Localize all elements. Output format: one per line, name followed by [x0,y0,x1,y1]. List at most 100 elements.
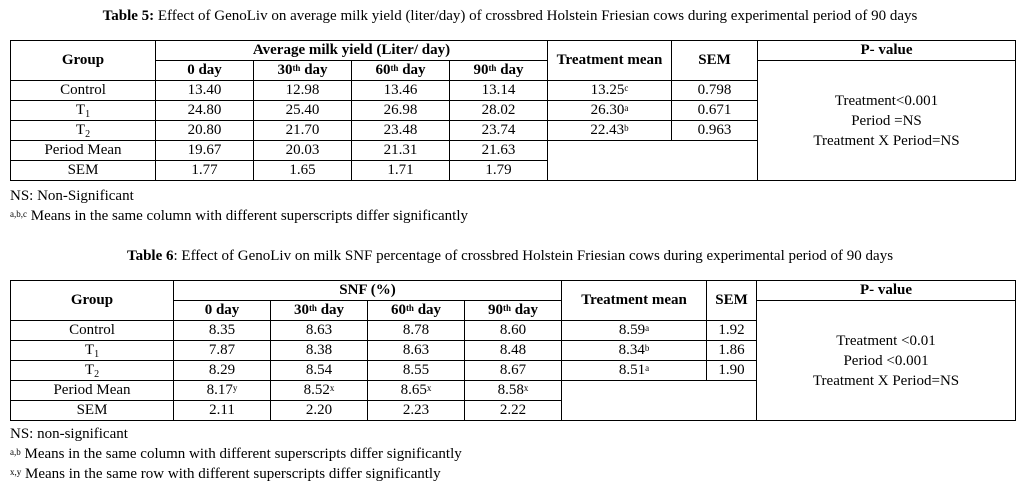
sem-row-cell: 1.71 [351,160,450,181]
table5-period-header: 60th day [351,60,450,81]
value-cell: 13.40 [155,80,254,101]
group-cell: T1 [10,340,174,361]
table6-pvalue-period: Period <0.001 [843,352,929,369]
table5-caption-text: Effect of GenoLiv on average milk yield … [154,8,918,24]
table5-pvalue-period: Period =NS [851,112,922,129]
table5-span-header: Average milk yield (Liter/ day) [155,40,548,61]
value-cell: 8.35 [173,320,271,341]
table5-note-column: a,b,c Means in the same column with diff… [10,208,469,224]
sem-cell: 0.963 [671,120,758,141]
value-cell: 12.98 [253,80,352,101]
group-cell: Control [10,320,174,341]
value-cell: 20.80 [155,120,254,141]
table6-period-header: 60th day [367,300,465,321]
table5-pvalue-header: P- value [757,40,1016,61]
group-cell: Control [10,80,156,101]
sem-row-cell: 2.20 [270,400,368,421]
sem-row-cell: 2.11 [173,400,271,421]
table5-pvalue-treatment: Treatment<0.001 [834,92,939,109]
table6-pvalue-cell: Treatment <0.01 Period <0.001 Treatment … [756,300,1017,421]
table5-sem-header: SEM [671,40,758,81]
period-mean-cell: 8.58x [463,380,563,401]
table6-period-header: 90th day [463,300,563,321]
table5-pvalue-interaction: Treatment X Period=NS [813,132,960,149]
table6-pvalue-interaction: Treatment X Period=NS [812,372,960,389]
table5-period-header: 90th day [449,60,548,81]
sem-row-cell: 2.22 [463,400,563,421]
table6-pvalue-treatment: Treatment <0.01 [836,332,936,349]
empty-cell [561,380,758,421]
sem-row-label: SEM [10,400,174,421]
table6-span-header: SNF (%) [172,280,563,301]
table6-caption-text: : Effect of GenoLiv on milk SNF percenta… [173,248,894,264]
value-cell: 8.48 [463,340,563,361]
period-mean-label: Period Mean [10,380,174,401]
treatment-mean-cell: 22.43b [547,120,672,141]
treatment-mean-cell: 8.59a [561,320,708,341]
value-cell: 13.46 [351,80,450,101]
value-cell: 28.02 [449,100,548,121]
sem-cell: 1.90 [706,360,758,381]
sem-cell: 0.798 [671,80,758,101]
table-row: SEM 2.11 2.20 2.23 2.22 [10,400,1016,421]
value-cell: 24.80 [155,100,254,121]
value-cell: 21.70 [253,120,352,141]
value-cell: 25.40 [253,100,352,121]
empty-cell [547,140,758,181]
value-cell: 26.98 [351,100,450,121]
table-row: Control 8.35 8.63 8.78 8.60 8.59a 1.92 [10,320,1016,341]
value-cell: 8.63 [270,320,368,341]
table6-caption-label: Table 6 [126,248,174,264]
table5-treatment-mean-header: Treatment mean [547,40,672,81]
table6-caption: Table 6: Effect of GenoLiv on milk SNF p… [0,248,1020,265]
treatment-mean-cell: 8.51a [561,360,708,381]
table-row: SEM 1.77 1.65 1.71 1.79 [10,160,1016,181]
group-cell: T1 [10,100,156,121]
group-cell: T2 [10,360,174,381]
table6-sem-header: SEM [706,280,758,321]
value-cell: 8.38 [270,340,368,361]
treatment-mean-cell: 8.34b [561,340,708,361]
sem-cell: 1.92 [706,320,758,341]
table5-pvalue-cell: Treatment<0.001 Period =NS Treatment X P… [757,60,1016,181]
value-cell: 8.55 [367,360,465,381]
sem-row-label: SEM [10,160,156,181]
value-cell: 8.78 [367,320,465,341]
table-row: T2 8.29 8.54 8.55 8.67 8.51a 1.90 [10,360,1016,381]
table5-caption: Table 5: Effect of GenoLiv on average mi… [0,8,1020,25]
value-cell: 23.48 [351,120,450,141]
sem-row-cell: 1.77 [155,160,254,181]
value-cell: 8.60 [463,320,563,341]
table6-period-header: 30th day [270,300,368,321]
table6-note-column: a,b Means in the same column with differ… [10,446,462,462]
table5-note-ns: NS: Non-Significant [10,188,134,204]
table5-caption-label: Table 5: [102,8,155,24]
table-row: Control 13.40 12.98 13.46 13.14 13.25c 0… [10,80,1016,101]
table6-note-ns: NS: non-significant [10,426,128,442]
value-cell: 8.29 [173,360,271,381]
treatment-mean-cell: 13.25c [547,80,672,101]
table6-treatment-mean-header: Treatment mean [561,280,708,321]
table5-period-header: 30th day [253,60,352,81]
table-row: T1 7.87 8.38 8.63 8.48 8.34b 1.86 [10,340,1016,361]
table6-group-header: Group [10,280,174,321]
table6-period-header: 0 day [173,300,271,321]
value-cell: 8.54 [270,360,368,381]
table6: Group SNF (%) Treatment mean SEM P- valu… [10,280,1017,421]
table5-period-header: 0 day [155,60,254,81]
period-mean-cell: 8.17y [173,380,271,401]
period-mean-label: Period Mean [10,140,156,161]
sem-row-cell: 2.23 [367,400,465,421]
value-cell: 8.67 [463,360,563,381]
value-cell: 13.14 [449,80,548,101]
table5: Group Average milk yield (Liter/ day) Tr… [10,40,1016,181]
table-row: Period Mean 19.67 20.03 21.31 21.63 [10,140,1016,181]
period-mean-cell: 20.03 [253,140,352,161]
treatment-mean-cell: 26.30a [547,100,672,121]
table6-pvalue-header: P- value [756,280,1017,301]
period-mean-cell: 21.31 [351,140,450,161]
sem-cell: 0.671 [671,100,758,121]
value-cell: 8.63 [367,340,465,361]
table5-group-header: Group [10,40,156,81]
group-cell: T2 [10,120,156,141]
